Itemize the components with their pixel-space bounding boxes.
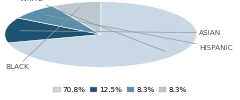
Legend: 70.8%, 12.5%, 8.3%, 8.3%: 70.8%, 12.5%, 8.3%, 8.3% — [50, 84, 190, 96]
Polygon shape — [53, 2, 101, 34]
Text: WHITE: WHITE — [19, 0, 165, 51]
Text: BLACK: BLACK — [5, 8, 80, 70]
Polygon shape — [18, 6, 101, 34]
Text: HISPANIC: HISPANIC — [43, 15, 233, 51]
Polygon shape — [8, 2, 197, 67]
Text: ASIAN: ASIAN — [20, 30, 222, 36]
Polygon shape — [5, 18, 101, 43]
